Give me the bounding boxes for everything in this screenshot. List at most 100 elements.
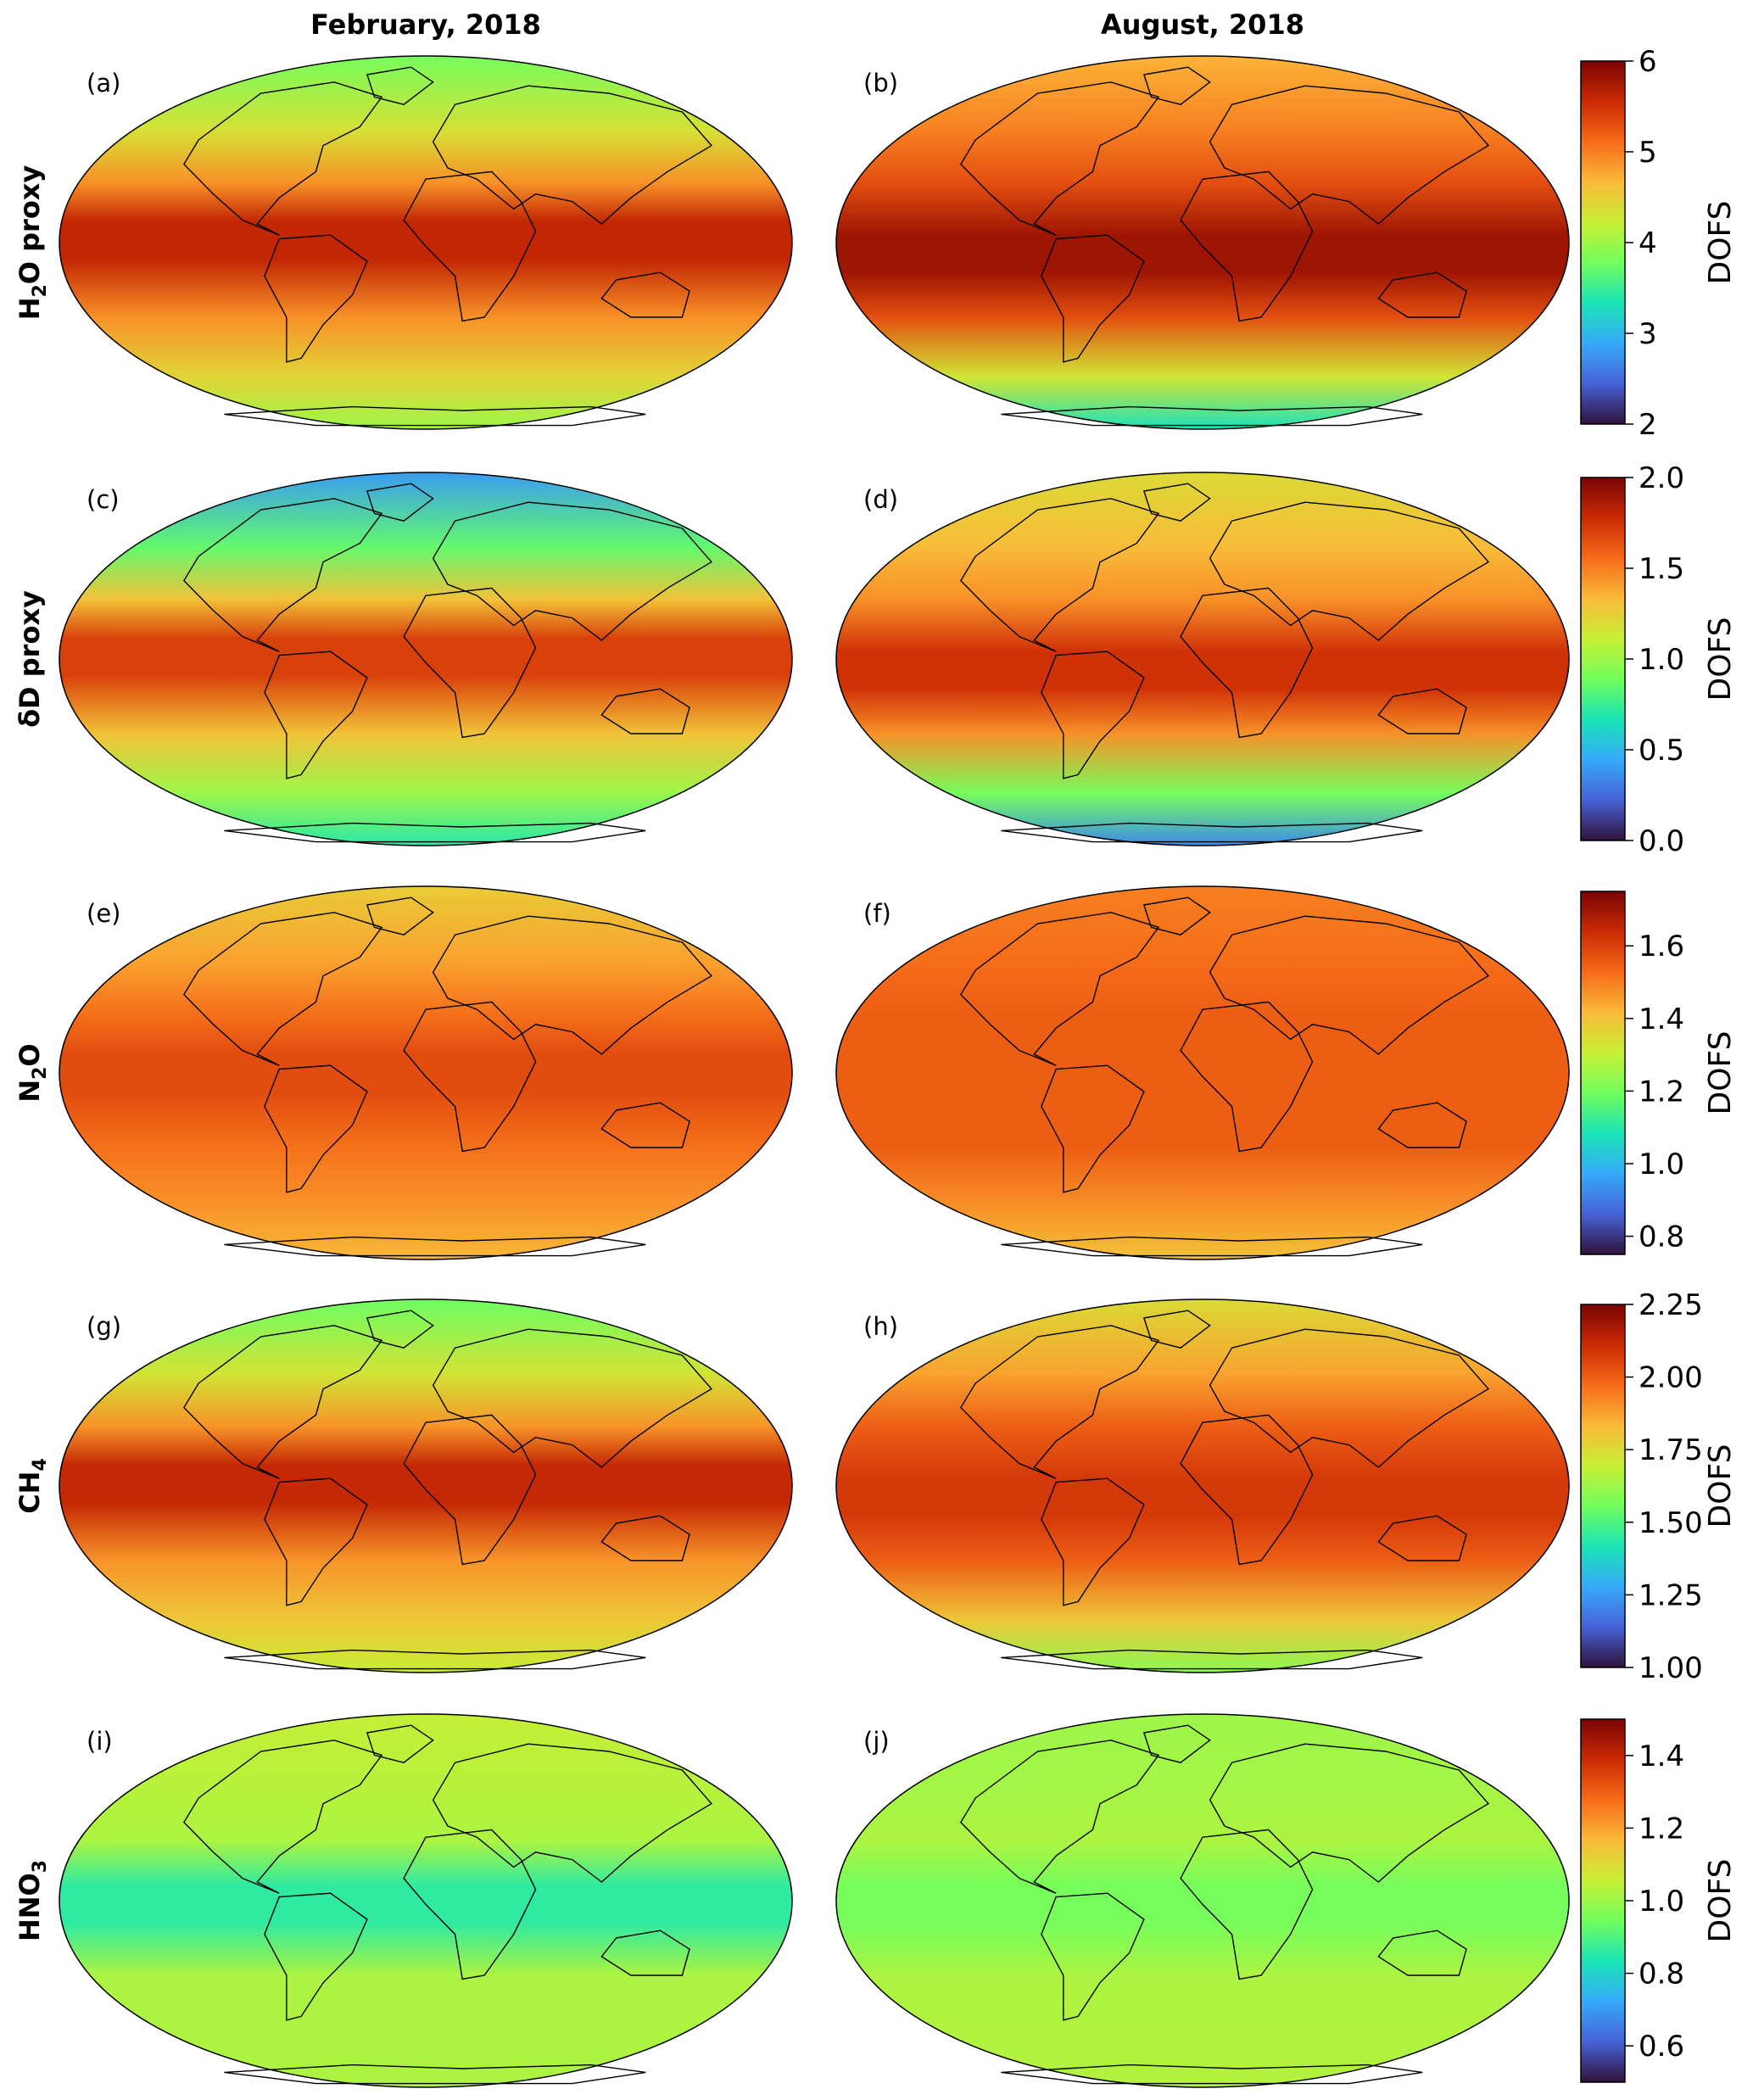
colorbar-tick-label: 5 xyxy=(1639,136,1657,170)
colorbar-bar xyxy=(1580,1304,1626,1668)
panel-i: (i) xyxy=(59,1714,792,2087)
coastlines xyxy=(961,1725,1488,2083)
panel-label: (c) xyxy=(87,485,120,514)
column-title-august: August, 2018 xyxy=(1101,8,1304,41)
colorbar-tick-label: 1.25 xyxy=(1639,1578,1703,1612)
coastline xyxy=(367,1310,433,1348)
coastline xyxy=(961,82,1158,235)
coastline xyxy=(404,1415,536,1564)
colorbar-tick-label: 0.8 xyxy=(1639,1220,1684,1254)
row-2: δD proxy (c) (d) 0.0 0.5 1.0 1.5 2.0 DOFS xyxy=(14,461,1738,858)
coastlines xyxy=(961,1310,1488,1668)
colorbar-tick-label: 1.00 xyxy=(1639,1651,1703,1685)
coastline xyxy=(224,2065,645,2084)
panel-label: (b) xyxy=(863,69,898,98)
coastline xyxy=(1001,824,1422,842)
coastline xyxy=(265,1893,367,2020)
colorbar: 1.00 1.25 1.50 1.75 2.00 2.25 DOFS xyxy=(1580,1288,1738,1685)
coastline xyxy=(1378,689,1466,734)
panel-c: (c) xyxy=(59,472,792,846)
panel-label: (e) xyxy=(87,899,120,928)
coastline xyxy=(367,67,433,104)
colorbar-tick-label: 1.75 xyxy=(1639,1433,1703,1467)
colorbar-tick-label: 1.0 xyxy=(1639,643,1684,677)
coastline xyxy=(961,1326,1158,1478)
colorbar-tick-label: 0.6 xyxy=(1639,2030,1684,2064)
panel-b: (b) xyxy=(836,56,1569,429)
coastline xyxy=(1378,1930,1466,1975)
colorbar-tick-label: 1.4 xyxy=(1639,1740,1684,1773)
coastline xyxy=(184,1740,382,1893)
panel-label: (h) xyxy=(863,1312,898,1341)
coastline xyxy=(1378,1516,1466,1561)
coastline xyxy=(1210,86,1488,224)
colorbar-bar xyxy=(1580,891,1626,1255)
panel-label: (d) xyxy=(863,485,898,514)
colorbar-tick-label: 1.0 xyxy=(1639,1885,1684,1918)
coastline xyxy=(1041,235,1144,362)
map-field xyxy=(835,1713,1570,2088)
colorbar-tick-label: 0.0 xyxy=(1639,824,1684,858)
colorbar-tick-label: 1.6 xyxy=(1639,930,1684,963)
coastline xyxy=(404,171,536,321)
panel-d: (d) xyxy=(836,472,1569,846)
coastline xyxy=(1210,502,1488,640)
coastline xyxy=(601,1516,689,1561)
row-label: HNO3 xyxy=(14,1860,51,1941)
row-3: N2O (e) (f) 0.8 1.0 1.2 1.4 1.6 DOFS xyxy=(14,886,1738,1259)
coastline xyxy=(224,407,645,426)
coastline xyxy=(1181,1415,1313,1564)
map-field xyxy=(59,1713,793,2088)
colorbar: 2 3 4 5 6 DOFS xyxy=(1580,45,1738,442)
colorbar-tick-label: 0.5 xyxy=(1639,734,1684,768)
coastline xyxy=(1378,1103,1466,1148)
colorbar-label: DOFS xyxy=(1703,617,1738,701)
coastline xyxy=(1041,1478,1144,1606)
coastline xyxy=(1001,1650,1422,1669)
coastline xyxy=(224,1650,645,1669)
coastline xyxy=(1001,1237,1422,1256)
colorbar-bar xyxy=(1580,1718,1626,2083)
row-4: CH4 (g) (h) 1.00 1.25 1.50 1.75 2.00 2.25 DOFS xyxy=(14,1288,1738,1685)
coastline xyxy=(184,913,382,1065)
coastline xyxy=(1041,1065,1144,1192)
colorbar-tick-label: 1.2 xyxy=(1639,1075,1684,1109)
coastline xyxy=(1181,1829,1313,1979)
map-field xyxy=(59,472,793,846)
coastline xyxy=(224,824,645,842)
colorbar-tick-label: 2.00 xyxy=(1639,1361,1703,1395)
colorbar-tick-label: 4 xyxy=(1639,226,1657,260)
coastline xyxy=(601,1930,689,1975)
coastline xyxy=(433,1329,712,1467)
coastline xyxy=(404,588,536,737)
colorbar-tick-label: 3 xyxy=(1639,317,1657,351)
map-field xyxy=(59,1299,793,1673)
colorbar-tick-label: 1.5 xyxy=(1639,552,1684,586)
colorbar-label: DOFS xyxy=(1703,1859,1738,1943)
colorbar-tick-label: 0.8 xyxy=(1639,1958,1684,1991)
colorbar-label: DOFS xyxy=(1703,201,1738,285)
colorbar-label: DOFS xyxy=(1703,1031,1738,1115)
coastline xyxy=(1210,1744,1488,1882)
coastline xyxy=(433,86,712,224)
row-label: δD proxy xyxy=(14,590,46,728)
coastline xyxy=(961,1740,1158,1893)
coastline xyxy=(433,502,712,640)
coastline xyxy=(184,499,382,651)
panel-h: (h) xyxy=(836,1299,1569,1673)
colorbar-tick-label: 2 xyxy=(1639,408,1657,442)
panel-label: (j) xyxy=(863,1727,890,1756)
coastline xyxy=(265,1478,367,1606)
coastlines xyxy=(184,483,712,841)
coastline xyxy=(367,897,433,935)
coastline xyxy=(265,651,367,779)
coastline xyxy=(1001,407,1422,426)
panel-a: (a) xyxy=(59,56,792,429)
panel-label: (i) xyxy=(87,1727,113,1756)
coastline xyxy=(184,1326,382,1478)
panel-label: (g) xyxy=(87,1312,121,1341)
map-field xyxy=(835,55,1570,430)
coastline xyxy=(1041,1893,1144,2020)
coastline xyxy=(1144,483,1210,521)
